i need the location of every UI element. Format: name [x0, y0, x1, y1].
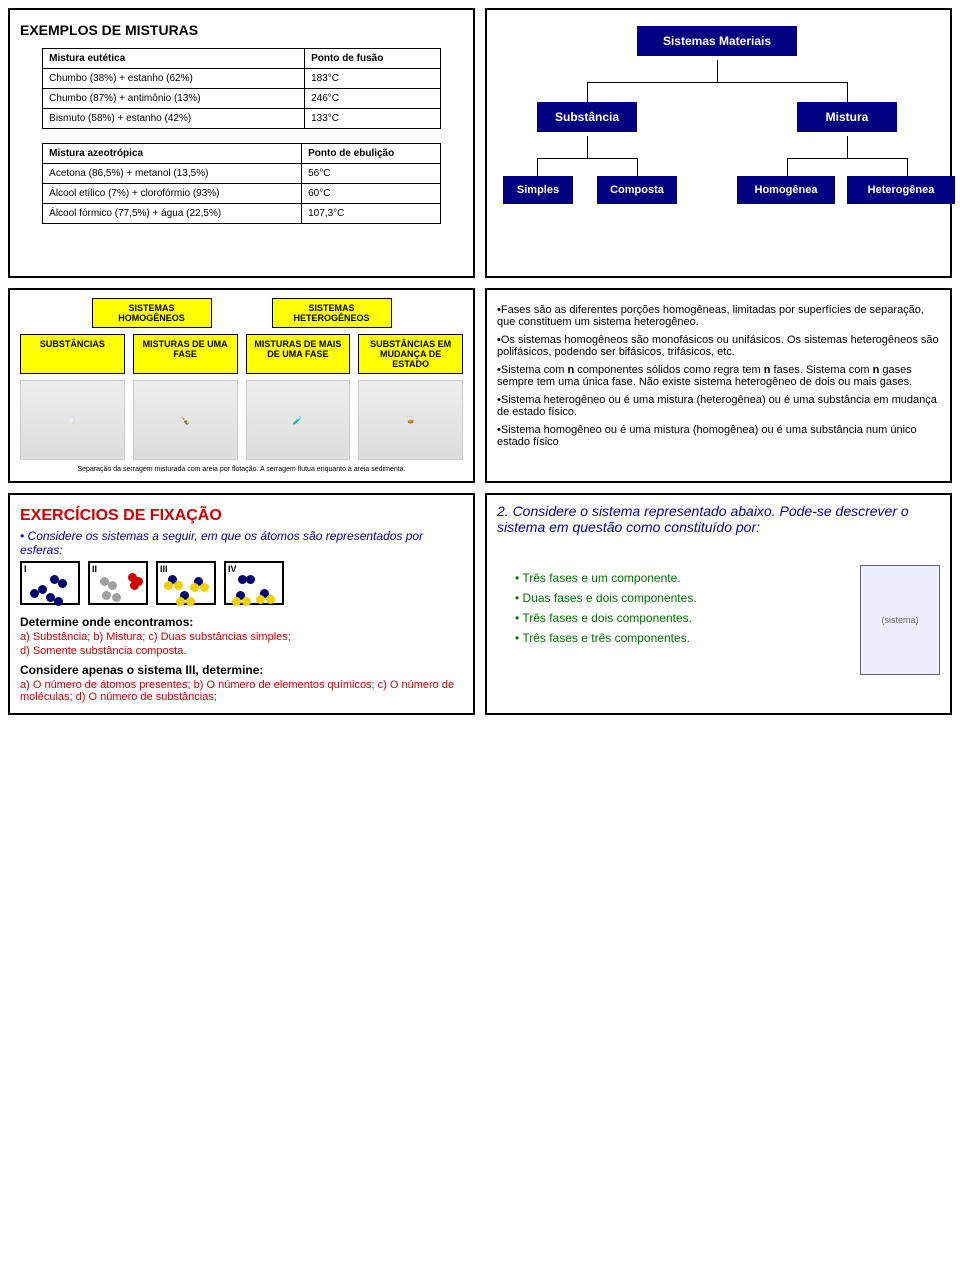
bullet: •Sistema com n componentes sólidos como … [497, 364, 940, 388]
tnode-homog: SISTEMAS HOMOGÊNEOS [92, 298, 212, 328]
exercise-title: EXERCÍCIOS DE FIXAÇÃO [20, 507, 463, 525]
cell: 183°C [305, 69, 441, 89]
col-h: Mistura azeotrópica [43, 144, 302, 164]
node-simples: Simples [503, 176, 573, 204]
roman-label: II [92, 564, 97, 574]
tnode-heterog: SISTEMAS HETEROGÊNEOS [272, 298, 392, 328]
panel-definitions: •Fases são as diferentes porções homogên… [485, 288, 952, 483]
panel1-title: EXEMPLOS DE MISTURAS [20, 22, 463, 38]
image-ice-glass-icon: 🥃 [358, 380, 463, 460]
bullet: •Sistema homogêneo ou é uma mistura (hom… [497, 424, 940, 448]
determine-line2: d) Somente substância composta. [20, 645, 463, 657]
caption: Separação da serragem misturada com arei… [20, 466, 463, 473]
node-substancia: Substância [537, 102, 637, 132]
cell: 133°C [305, 109, 441, 129]
node-heterogenea: Heterogênea [847, 176, 955, 204]
bullet: •Fases são as diferentes porções homogên… [497, 304, 940, 328]
cell: Chumbo (38%) + estanho (62%) [43, 69, 305, 89]
node-composta: Composta [597, 176, 677, 204]
col-h: Ponto de ebulição [302, 144, 441, 164]
node-homogenea: Homogênea [737, 176, 835, 204]
panel-exercise-1: EXERCÍCIOS DE FIXAÇÃO • Considere os sis… [8, 493, 475, 715]
bullet: •Os sistemas homogêneos são monofásicos … [497, 334, 940, 358]
panel-exercise-2: 2. Considere o sistema representado abai… [485, 493, 952, 715]
cell: 60°C [302, 184, 441, 204]
cell: 56°C [302, 164, 441, 184]
cell: Chumbo (87%) + antimônio (13%) [43, 89, 305, 109]
col-h: Ponto de fusão [305, 49, 441, 69]
tnode-subst: SUBSTÂNCIAS [20, 334, 125, 374]
determine-line: a) Substância; b) Mistura; c) Duas subst… [20, 631, 463, 643]
exercise-intro: • Considere os sistemas a seguir, em que… [20, 529, 463, 557]
tnode-mist2: MISTURAS DE MAIS DE UMA FASE [246, 334, 351, 374]
determine-head: Determine onde encontramos: [20, 615, 463, 629]
tnode-subst-mud: SUBSTÂNCIAS EM MUDANÇA DE ESTADO [358, 334, 463, 374]
cell: Acetona (86,5%) + metanol (13,5%) [43, 164, 302, 184]
panel-mixtures-tables: EXEMPLOS DE MISTURAS Mistura eutética Po… [8, 8, 475, 278]
cell: 107,3°C [302, 204, 441, 224]
cell: Álcool fórmico (77,5%) + água (22,5%) [43, 204, 302, 224]
consider-line: a) O número de átomos presentes; b) O nú… [20, 679, 463, 703]
roman-label: IV [228, 564, 237, 574]
bullet: •Sistema heterogêneo ou é uma mistura (h… [497, 394, 940, 418]
cell: 246°C [305, 89, 441, 109]
node-root: Sistemas Materiais [637, 26, 797, 56]
image-beaker-icon: 🧪 [246, 380, 351, 460]
cell: Bismuto (58%) + estanho (42%) [43, 109, 305, 129]
roman-label: I [24, 564, 27, 574]
image-bottle-icon: 🍾 [133, 380, 238, 460]
table-eutetica: Mistura eutética Ponto de fusão Chumbo (… [42, 48, 441, 129]
beaker-icon: (sistema) [860, 565, 940, 675]
cell: Álcool etílico (7%) + clorofórmio (93%) [43, 184, 302, 204]
sphere-diagrams: I II III [20, 561, 463, 605]
image-glass-icon: 🥛 [20, 380, 125, 460]
node-mistura: Mistura [797, 102, 897, 132]
roman-label: III [160, 564, 168, 574]
col-h: Mistura eutética [43, 49, 305, 69]
panel-systems-tree: SISTEMAS HOMOGÊNEOS SISTEMAS HETEROGÊNEO… [8, 288, 475, 483]
consider-head: Considere apenas o sistema III, determin… [20, 663, 463, 677]
system-iv: IV [224, 561, 284, 605]
system-iii: III [156, 561, 216, 605]
q2-text: 2. Considere o sistema representado abai… [497, 503, 940, 535]
table-azeotropica: Mistura azeotrópica Ponto de ebulição Ac… [42, 143, 441, 224]
panel-hierarchy: Sistemas Materiais Substância Mistura Si… [485, 8, 952, 278]
system-ii: II [88, 561, 148, 605]
system-i: I [20, 561, 80, 605]
tnode-mist1: MISTURAS DE UMA FASE [133, 334, 238, 374]
